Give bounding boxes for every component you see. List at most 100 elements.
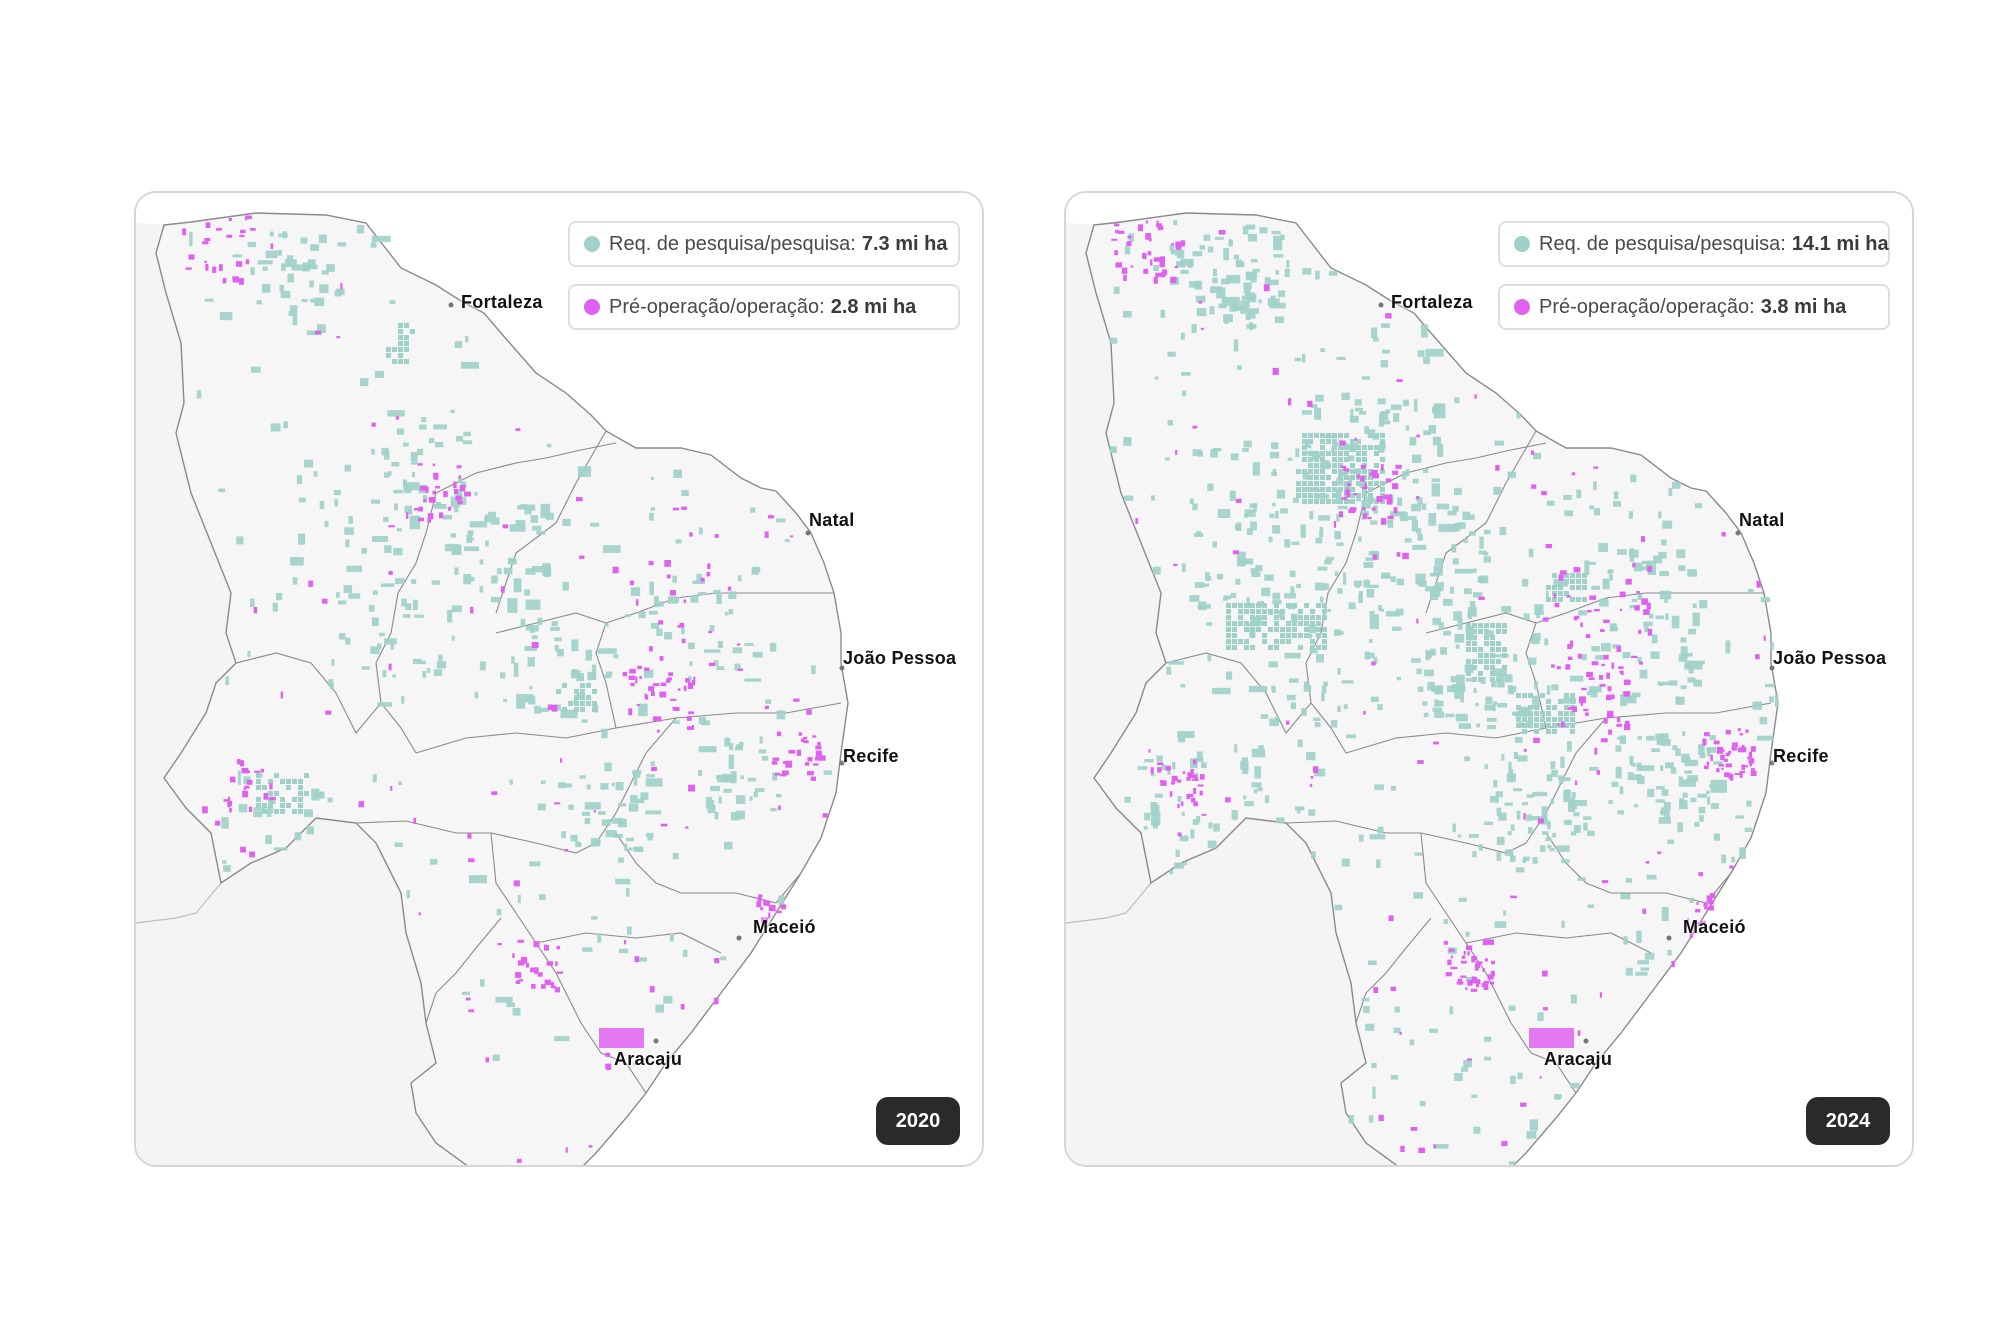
research-patch [1472,647,1477,652]
neighbor-region [1066,223,1166,923]
operation-patch [358,801,365,808]
research-patch [529,861,541,867]
city-marker [1769,665,1775,671]
research-patch [1243,440,1252,448]
operation-patch [708,662,715,667]
research-patch [651,622,660,629]
research-patch [1322,609,1327,614]
research-patch [1332,445,1337,450]
research-patch [1662,520,1673,529]
research-patch [1583,816,1592,820]
research-patch [204,298,214,302]
research-patch [506,1002,515,1008]
operation-patch [1602,880,1609,884]
research-patch [1374,445,1379,450]
research-patch [1455,644,1460,649]
research-patch [372,536,388,542]
research-patch [1739,847,1746,860]
research-patch [1528,717,1533,722]
research-patch [570,670,581,679]
research-patch [1463,588,1472,595]
operation-patch [239,760,244,767]
operation-patch [1396,379,1403,382]
research-patch [1641,566,1646,570]
research-patch [1320,439,1325,444]
research-patch [1238,609,1243,614]
research-patch [1612,644,1621,649]
research-patch [647,835,653,841]
research-patch [1454,397,1460,404]
research-patch [256,785,261,790]
research-patch [1687,569,1697,577]
research-patch [408,509,413,515]
operation-patch [1611,662,1615,669]
research-patch [1177,731,1195,738]
research-patch [256,300,262,305]
research-patch [442,514,452,520]
operation-patch [1346,488,1350,492]
research-patch [1392,626,1402,631]
research-patch [1181,372,1191,376]
legend-research-value: 14.1 mi ha [1791,232,1889,255]
operation-patch [1599,684,1606,687]
research-patch [1682,731,1686,737]
research-patch [1280,609,1285,614]
research-patch [460,361,479,369]
operation-patch [457,500,463,505]
research-patch [1630,474,1637,483]
research-patch [1217,575,1223,580]
research-patch [1490,647,1495,652]
operation-patch [238,278,244,285]
research-patch [1291,541,1300,546]
research-patch [1533,452,1541,460]
operation-patch [1360,464,1366,469]
research-patch [1315,582,1325,591]
research-patch [1306,751,1316,761]
operation-patch [1572,706,1577,713]
operation-patch [1171,775,1178,782]
research-patch [1264,277,1271,285]
operation-patch [388,571,393,575]
research-patch [1371,1062,1377,1069]
operation-patch [1741,744,1745,749]
research-patch [1380,411,1389,420]
operation-patch [1599,629,1605,632]
research-patch [1362,481,1367,486]
operation-patch [1399,1031,1402,1035]
research-patch [1304,603,1309,608]
research-patch [1304,621,1309,626]
research-patch [1570,831,1577,836]
research-patch [1365,1023,1375,1031]
operation-patch [1739,746,1747,753]
research-patch [1484,529,1491,535]
research-patch [1453,611,1462,621]
research-patch [1510,1075,1516,1084]
research-patch [1558,597,1563,602]
operation-patch [1200,327,1204,330]
operation-patch [229,776,236,783]
operation-patch [1573,617,1578,621]
research-patch [1660,765,1664,771]
operation-patch [804,762,810,766]
research-patch [1355,584,1360,588]
operation-patch [788,749,796,754]
operation-patch [260,768,264,773]
operation-patch [1708,900,1714,905]
research-patch [268,779,273,784]
research-patch [488,511,496,518]
research-patch [1454,690,1461,699]
research-patch [1390,576,1396,583]
research-patch [513,578,522,593]
research-patch [556,689,561,694]
operation-patch [1696,901,1699,905]
research-patch [268,791,273,796]
research-patch [298,809,303,814]
research-patch [1534,681,1538,690]
research-patch [1697,793,1707,798]
research-patch [590,838,600,847]
research-patch [1322,633,1327,638]
research-patch [1564,711,1569,716]
operation-patch [624,940,627,945]
research-patch [1307,444,1312,449]
operation-patch [515,972,522,978]
